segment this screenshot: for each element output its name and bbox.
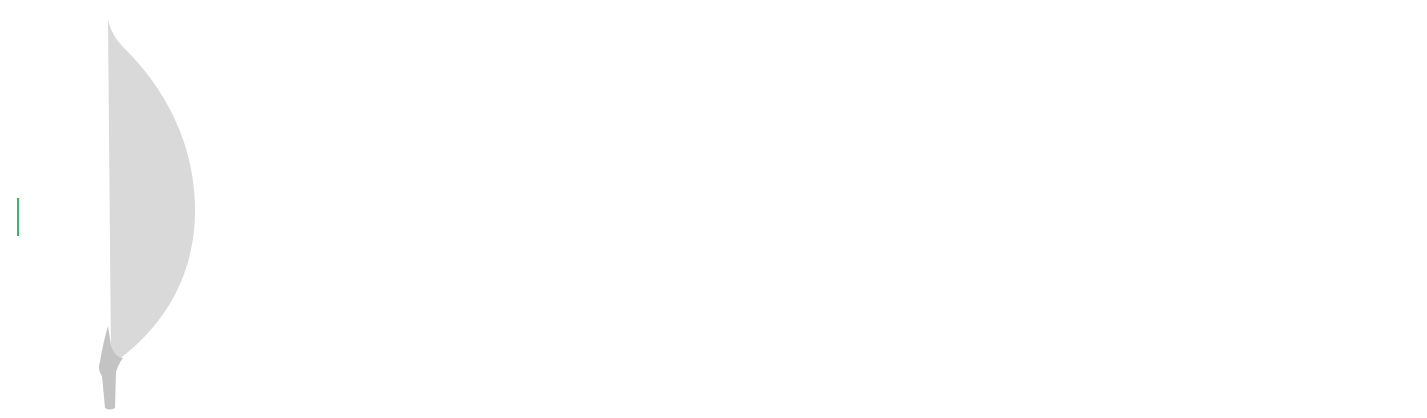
leaf-icon xyxy=(17,20,195,410)
wordmark-area xyxy=(240,0,1400,418)
leaf-teal-edge xyxy=(17,198,19,236)
leaf-stem xyxy=(98,326,123,410)
leaf-left-half xyxy=(20,20,110,360)
leaf-right-half xyxy=(108,20,195,361)
